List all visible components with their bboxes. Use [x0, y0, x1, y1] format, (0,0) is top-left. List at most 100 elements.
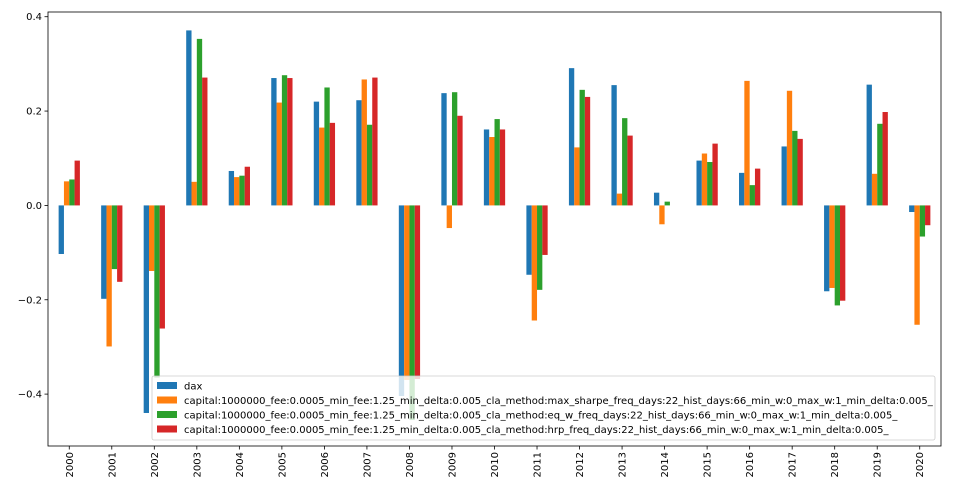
bar-2018-series-3	[840, 205, 846, 301]
bar-2020-series-2	[919, 205, 926, 237]
bar-2015-series-0	[696, 160, 702, 206]
legend-swatch	[157, 396, 177, 404]
bar-2003-series-1	[191, 181, 197, 206]
bar-2018-series-0	[824, 205, 830, 292]
bar-2013-series-1	[616, 193, 623, 206]
bar-2004-series-3	[244, 166, 250, 206]
plot-frame	[47, 11, 942, 447]
bar-2012-series-0	[568, 68, 575, 206]
x-tick-label: 2018	[830, 452, 841, 477]
bar-2010-series-3	[499, 129, 506, 206]
bar-2017-series-3	[797, 138, 803, 206]
bar-2014-series-1	[659, 205, 665, 225]
y-tick-label: 0.0	[26, 201, 42, 212]
bar-2000-series-0	[58, 205, 64, 254]
x-tick-label: 2002	[150, 452, 161, 477]
x-tick-label: 2009	[447, 452, 458, 477]
y-tick-label: 0.4	[26, 12, 42, 23]
bar-2014-series-2	[664, 201, 670, 206]
bar-2006-series-2	[324, 87, 330, 206]
bar-2019-series-2	[877, 123, 883, 206]
bar-2019-series-3	[882, 112, 888, 206]
x-tick-label: 2020	[915, 452, 926, 477]
bar-2002-series-2	[154, 205, 160, 378]
bar-2012-series-2	[579, 89, 585, 206]
bar-2012-series-3	[584, 96, 591, 206]
bar-2016-series-3	[754, 168, 761, 206]
y-axis: −0.4 −0.2 0.0 0.2 0.4	[18, 12, 48, 401]
bar-2008-series-2	[409, 205, 415, 421]
x-axis: 2000 2001 2002 2003 2004 2005 2006 2007 2008 2009…	[65, 446, 926, 477]
bar-2006-series-3	[329, 122, 336, 206]
legend-swatch	[157, 411, 177, 418]
bar-2020-series-0	[909, 205, 915, 213]
bar-2010-series-0	[483, 129, 490, 206]
bar-2004-series-1	[234, 177, 240, 206]
bar-2003-series-0	[186, 30, 192, 206]
bar-2018-series-1	[829, 205, 835, 288]
x-tick-label: 2006	[320, 452, 331, 477]
bar-2010-series-1	[489, 137, 495, 206]
bar-2019-series-0	[866, 84, 872, 206]
x-tick-label: 2014	[660, 452, 671, 477]
bar-2000-series-1	[63, 181, 70, 206]
x-tick-label: 2017	[788, 452, 799, 477]
bars-layer	[58, 30, 931, 421]
bar-2011-series-1	[531, 205, 538, 321]
legend-swatch	[157, 425, 177, 433]
x-tick-label: 2012	[575, 452, 586, 477]
bar-2007-series-0	[356, 100, 362, 206]
bar-2016-series-0	[739, 172, 745, 206]
bar-2008-series-0	[398, 205, 405, 396]
bar-2004-series-2	[239, 175, 245, 206]
bar-2013-series-2	[622, 118, 628, 206]
x-tick-label: 2019	[873, 452, 884, 477]
x-tick-label: 2000	[65, 452, 76, 477]
legend-label: capital:1000000_fee:0.0005_min_fee:1.25_…	[184, 411, 898, 422]
bar-2019-series-1	[871, 173, 878, 206]
bar-2016-series-2	[749, 185, 755, 206]
x-tick-label: 2011	[533, 452, 544, 477]
bar-2011-series-0	[526, 205, 532, 275]
x-tick-label: 2008	[405, 452, 416, 477]
bar-2000-series-3	[74, 160, 80, 206]
bar-2009-series-2	[451, 92, 458, 206]
bar-2015-series-2	[707, 162, 713, 206]
bar-2007-series-3	[372, 77, 378, 206]
bar-2008-series-3	[414, 205, 421, 380]
bar-2012-series-1	[574, 147, 580, 206]
legend-label: dax	[184, 382, 202, 393]
x-tick-label: 2013	[618, 452, 629, 477]
bar-2009-series-3	[457, 115, 463, 206]
bar-2011-series-3	[542, 205, 548, 255]
bar-2006-series-1	[319, 127, 325, 206]
bar-2009-series-1	[446, 205, 452, 229]
y-tick-label: −0.4	[18, 390, 42, 401]
bar-2016-series-1	[744, 80, 750, 206]
bar-2001-series-1	[106, 205, 112, 347]
bar-2015-series-3	[712, 143, 718, 206]
bar-2002-series-3	[159, 205, 165, 329]
bar-2007-series-2	[366, 124, 373, 206]
bar-2001-series-2	[111, 205, 118, 270]
bar-2005-series-1	[276, 102, 282, 206]
x-tick-label: 2016	[745, 452, 756, 477]
x-tick-label: 2007	[362, 452, 373, 477]
legend: dax capital:1000000_fee:0.0005_min_fee:1.…	[151, 375, 936, 441]
bar-2007-series-1	[361, 79, 367, 206]
bar-2005-series-2	[281, 75, 288, 206]
bar-2013-series-0	[611, 85, 617, 206]
legend-label: capital:1000000_fee:0.0005_min_fee:1.25_…	[184, 396, 934, 407]
bar-2004-series-0	[228, 170, 235, 206]
bar-2020-series-3	[925, 205, 931, 226]
bar-2013-series-3	[627, 135, 633, 206]
bar-2002-series-0	[143, 205, 149, 413]
x-tick-label: 2015	[703, 452, 714, 477]
bar-2018-series-2	[834, 205, 841, 306]
bar-2005-series-3	[287, 78, 293, 206]
legend-box	[151, 375, 936, 441]
bar-2020-series-1	[914, 205, 920, 325]
x-tick-label: 2010	[490, 452, 501, 477]
bar-2017-series-0	[781, 146, 787, 206]
bar-2003-series-3	[202, 77, 208, 206]
